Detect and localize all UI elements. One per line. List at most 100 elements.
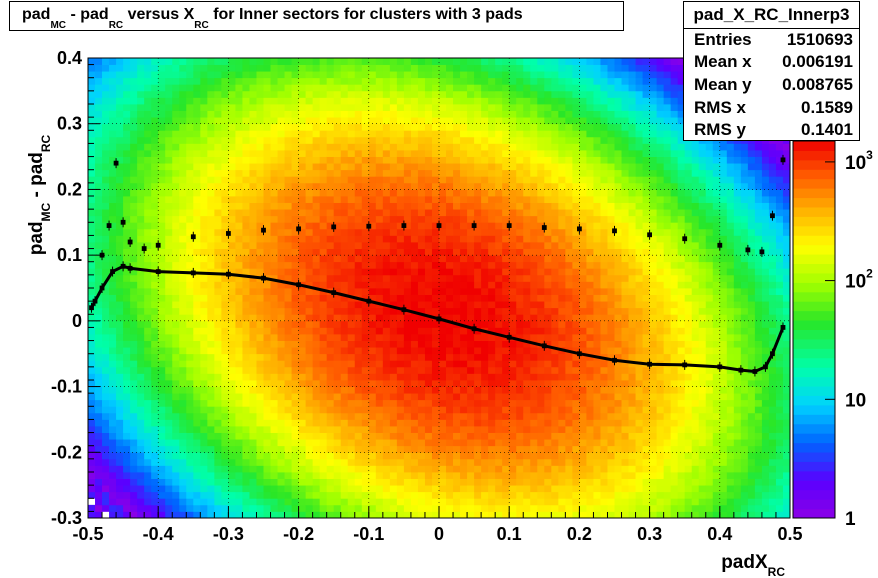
heatmap-cell — [403, 281, 412, 289]
heatmap-cell — [565, 268, 573, 276]
heatmap-cell — [389, 426, 398, 433]
heatmap-cell — [116, 117, 124, 125]
heatmap-cell — [347, 274, 356, 282]
heatmap-cell — [200, 182, 208, 190]
heatmap-cell — [235, 334, 243, 341]
heatmap-cell — [502, 123, 510, 131]
heatmap-cell — [368, 491, 377, 499]
heatmap-cell — [368, 380, 377, 387]
heatmap-cell — [305, 301, 314, 309]
heatmap-cell — [403, 84, 412, 92]
heatmap-cell — [579, 452, 587, 460]
heatmap-cell — [446, 215, 454, 223]
heatmap-cell — [207, 77, 215, 85]
heatmap-cell — [375, 84, 384, 92]
heatmap-cell — [235, 465, 243, 473]
heatmap-cell — [207, 294, 215, 302]
heatmap-cell — [319, 511, 328, 519]
heatmap-cell — [488, 117, 496, 125]
heatmap-cell — [460, 123, 468, 131]
heatmap-cell — [319, 77, 328, 85]
heatmap-cell — [467, 426, 475, 433]
heatmap-cell — [340, 511, 349, 519]
heatmap-cell — [193, 419, 201, 427]
heatmap-cell — [417, 294, 426, 302]
heatmap-cell — [109, 386, 117, 394]
heatmap-cell — [193, 485, 201, 493]
heatmap-cell — [502, 288, 510, 295]
heatmap-cell — [481, 360, 489, 368]
heatmap-cell — [347, 90, 356, 98]
heatmap-cell — [565, 261, 573, 269]
heatmap-cell — [235, 478, 243, 486]
heatmap-cell — [249, 169, 257, 177]
heatmap-cell — [214, 136, 222, 144]
heatmap-cell — [165, 123, 173, 131]
heatmap-cell — [137, 373, 145, 381]
heatmap-cell — [530, 90, 538, 98]
heatmap-cell — [516, 163, 524, 171]
heatmap-cell — [417, 268, 426, 276]
heatmap-cell — [179, 393, 187, 401]
heatmap-cell — [439, 366, 447, 374]
heatmap-cell — [284, 104, 292, 111]
heatmap-cell — [523, 294, 531, 302]
heatmap-cell — [467, 386, 475, 394]
heatmap-cell — [368, 465, 377, 473]
heatmap-cell — [123, 366, 131, 374]
heatmap-cell — [439, 261, 447, 269]
heatmap-cell — [340, 334, 349, 341]
heatmap-cell — [523, 380, 531, 387]
heatmap-cell — [467, 130, 475, 138]
heatmap-cell — [354, 136, 363, 144]
heatmap-cell — [200, 399, 208, 407]
heatmap-cell — [410, 439, 419, 447]
heatmap-cell — [424, 163, 433, 171]
heatmap-cell — [291, 465, 299, 473]
heatmap-cell — [375, 373, 384, 381]
heatmap-cell — [382, 458, 391, 466]
heatmap-cell — [193, 77, 201, 85]
heatmap-cell — [389, 274, 398, 282]
heatmap-cell — [291, 97, 299, 105]
heatmap-cell — [375, 452, 384, 460]
heatmap-cell — [144, 182, 152, 190]
heatmap-cell — [263, 511, 271, 519]
heatmap-cell — [509, 478, 517, 486]
heatmap-cell — [439, 334, 447, 341]
heatmap-cell — [109, 90, 117, 98]
heatmap-cell — [446, 399, 454, 407]
heatmap-cell — [382, 189, 391, 197]
heatmap-cell — [453, 445, 461, 453]
heatmap-cell — [396, 307, 405, 315]
heatmap-cell — [109, 393, 117, 401]
heatmap-cell — [495, 314, 503, 322]
heatmap-cell — [200, 64, 208, 72]
heatmap-cell — [495, 360, 503, 368]
heatmap-cell — [326, 222, 335, 230]
heatmap-cell — [270, 347, 278, 355]
heatmap-cell — [403, 353, 412, 361]
heatmap-cell — [270, 209, 278, 217]
heatmap-cell — [319, 320, 328, 328]
heatmap-cell — [165, 176, 173, 184]
heatmap-cell — [186, 412, 194, 420]
heatmap-cell — [537, 491, 545, 499]
heatmap-cell — [116, 340, 124, 348]
heatmap-cell — [158, 176, 166, 184]
heatmap-cell — [361, 504, 370, 512]
heatmap-cell — [495, 189, 503, 197]
heatmap-cell — [453, 90, 461, 98]
heatmap-cell — [235, 485, 243, 493]
heatmap-cell — [165, 222, 173, 230]
heatmap-cell — [410, 222, 419, 230]
heatmap-cell — [544, 97, 552, 105]
heatmap-cell — [382, 452, 391, 460]
heatmap-cell — [382, 130, 391, 138]
heatmap-cell — [123, 189, 131, 197]
heatmap-cell — [354, 320, 363, 328]
heatmap-cell — [403, 261, 412, 269]
heatmap-cell — [221, 347, 229, 355]
heatmap-cell — [256, 393, 264, 401]
heatmap-cell — [572, 419, 580, 427]
